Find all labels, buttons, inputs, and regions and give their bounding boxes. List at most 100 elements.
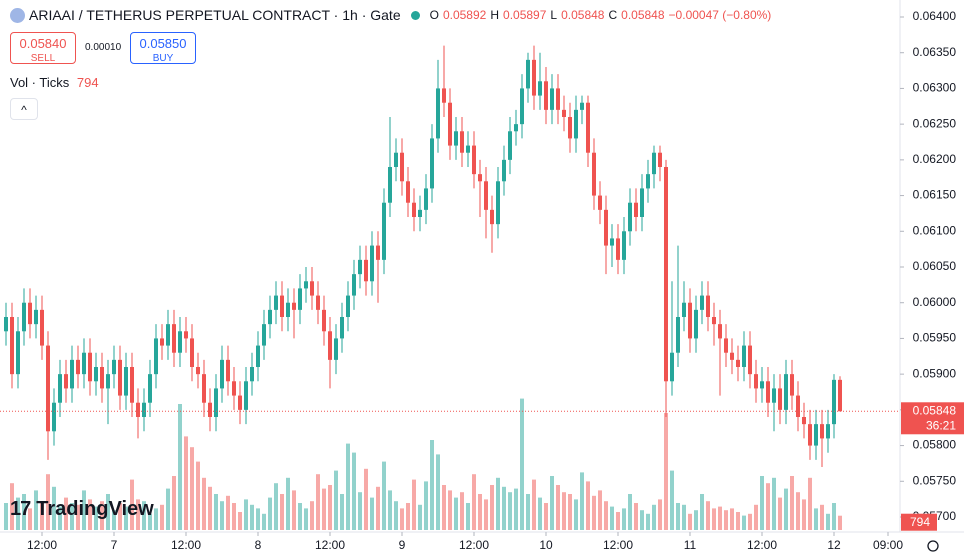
candle-body — [700, 295, 704, 310]
volume-bar — [238, 512, 242, 530]
settings-icon[interactable] — [927, 540, 939, 552]
candle-body — [826, 424, 830, 439]
volume-bar — [466, 503, 470, 530]
x-tick-label: 8 — [255, 538, 262, 552]
y-tick-label: 0.06150 — [913, 188, 957, 202]
candle-body — [400, 152, 404, 182]
volume-bar — [526, 494, 530, 530]
candle-body — [238, 395, 242, 410]
candle-body — [118, 359, 122, 396]
candle-body — [430, 138, 434, 189]
volume-bar — [196, 461, 200, 530]
logo: 17 TradingView — [10, 498, 154, 521]
volume-bar — [760, 476, 764, 530]
y-tick-label: 0.05950 — [913, 331, 957, 345]
y-tick-label: 0.06250 — [913, 116, 957, 130]
volume-bar — [418, 504, 422, 530]
volume-bar — [244, 499, 248, 530]
volume-bar — [268, 497, 272, 530]
candle-body — [124, 367, 128, 396]
volume-bar — [658, 499, 662, 530]
candle-body — [478, 174, 482, 182]
volume-bar — [472, 474, 476, 530]
volume-bar — [58, 506, 62, 530]
candle-body — [328, 331, 332, 360]
candle-body — [652, 152, 656, 175]
candle-body — [694, 309, 698, 339]
y-tick-label: 0.05750 — [913, 473, 957, 487]
volume-bar — [394, 501, 398, 530]
volume-bar — [130, 479, 134, 530]
collapse-button[interactable]: ^ — [10, 98, 38, 120]
volume-bar — [304, 508, 308, 530]
candle-body — [592, 152, 596, 196]
x-tick-label: 9 — [399, 538, 406, 552]
volume-bar — [586, 481, 590, 530]
candle-body — [4, 317, 8, 332]
x-tick-label: 12:00 — [747, 538, 777, 552]
sell-label: SELL — [30, 53, 56, 64]
volume-bar — [742, 515, 746, 530]
candle-body — [196, 367, 200, 375]
volume-bar — [754, 504, 758, 530]
x-tick-label: 12:00 — [315, 538, 345, 552]
candle-body — [460, 131, 464, 153]
ohlc-l: 0.05848 — [561, 8, 605, 22]
volume-title: Vol · Ticks — [10, 75, 70, 90]
volume-bar — [454, 497, 458, 530]
candle-body — [208, 402, 212, 417]
candle-body — [442, 88, 446, 103]
volume-bar — [706, 501, 710, 530]
candle-body — [760, 381, 764, 389]
candle-body — [94, 367, 98, 382]
candle-body — [838, 379, 842, 412]
candle-body — [340, 317, 344, 339]
plot-area — [0, 45, 900, 530]
x-tick-label: 7 — [111, 538, 118, 552]
candle-body — [742, 345, 746, 367]
candle-body — [154, 338, 158, 375]
volume-bar — [190, 447, 194, 530]
candle-body — [190, 338, 194, 367]
candle-body — [352, 274, 356, 296]
candle-body — [532, 59, 536, 96]
candle-body — [616, 238, 620, 260]
sell-button[interactable]: 0.05840 SELL — [10, 32, 76, 64]
candle-body — [730, 352, 734, 360]
volume-bar — [502, 486, 506, 530]
volume-bar — [538, 497, 542, 530]
candle-body — [166, 324, 170, 346]
volume-bar — [532, 479, 536, 530]
volume-bar — [160, 504, 164, 530]
volume-bar — [22, 494, 26, 530]
volume-bar — [346, 443, 350, 530]
symbol-title[interactable]: ARIAAI / TETHERUS PERPETUAL CONTRACT · 1… — [29, 7, 401, 23]
volume-bar — [64, 497, 68, 530]
volume-bar — [46, 474, 50, 530]
volume-bar — [748, 513, 752, 530]
volume-bar — [730, 508, 734, 530]
candle-body — [286, 302, 290, 317]
candle-body — [16, 331, 20, 375]
volume-bar — [718, 506, 722, 530]
candle-body — [526, 59, 530, 89]
volume-bar — [250, 504, 254, 530]
candle-body — [514, 124, 518, 132]
candle-body — [76, 359, 80, 375]
candle-body — [106, 374, 110, 389]
buy-button[interactable]: 0.05850 BUY — [130, 32, 196, 64]
volume-bar — [826, 513, 830, 530]
volume-bar — [652, 504, 656, 530]
candle-body — [436, 88, 440, 139]
candle-body — [244, 381, 248, 410]
volume-bar — [118, 503, 122, 530]
candle-body — [424, 188, 428, 210]
ohlc-l-label: L — [550, 8, 558, 22]
candle-body — [310, 281, 314, 296]
candle-body — [676, 317, 680, 353]
volume-bar — [364, 468, 368, 530]
legend-header: ARIAAI / TETHERUS PERPETUAL CONTRACT · 1… — [10, 7, 771, 23]
ohlc-change: −0.00047 (−0.80%) — [668, 8, 772, 22]
volume-bar — [436, 454, 440, 530]
candle-body — [394, 152, 398, 167]
